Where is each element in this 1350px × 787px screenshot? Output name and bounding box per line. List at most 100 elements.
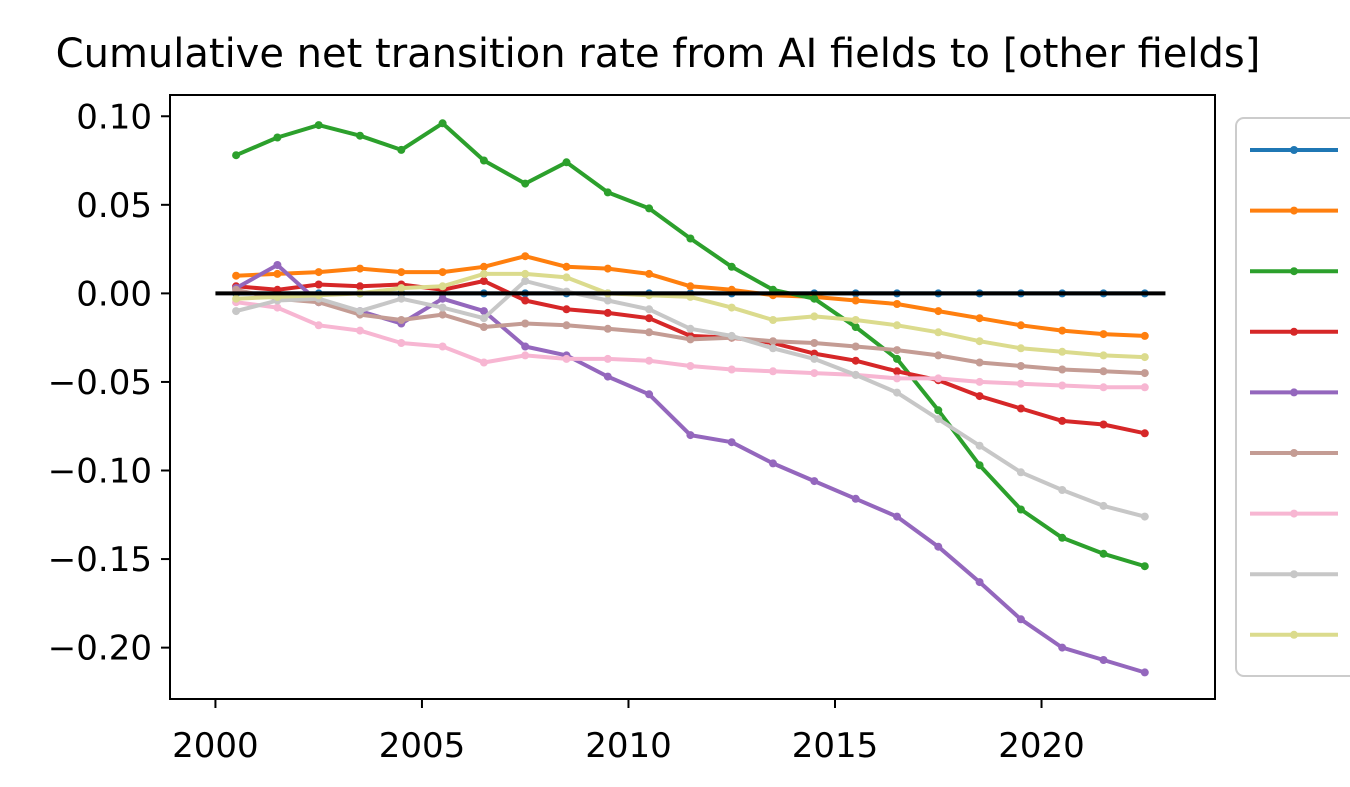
series-5-point (769, 459, 777, 468)
series-9-point (562, 273, 571, 282)
legend-marker (1290, 146, 1298, 154)
series-7-point (1099, 383, 1108, 392)
y-tick-label: 0.05 (76, 186, 152, 226)
y-tick-label: 0.10 (76, 97, 152, 137)
series-2-point (1058, 326, 1067, 335)
legend-marker (1290, 630, 1298, 639)
y-tick-label: −0.05 (48, 363, 152, 403)
y-tick-label: −0.10 (48, 452, 152, 492)
series-9-point (397, 284, 406, 293)
series-5-point (479, 307, 488, 316)
series-9-point (479, 269, 488, 278)
series-9-point (893, 321, 901, 330)
series-7-point (975, 377, 984, 386)
series-8-point (1140, 512, 1149, 521)
series-5-point (273, 261, 282, 269)
series-9-point (934, 328, 943, 337)
series-8-point (603, 296, 612, 305)
series-5-point (1140, 668, 1149, 677)
series-7-point (356, 326, 364, 335)
y-tick-label: 0.00 (76, 274, 152, 314)
series-6-point (934, 351, 943, 360)
series-3-point (686, 234, 695, 243)
series-7-point (810, 369, 819, 378)
series-9-point (727, 303, 736, 312)
series-3-point (1016, 505, 1025, 514)
x-tick-label: 2020 (998, 726, 1085, 766)
legend-marker (1290, 206, 1298, 215)
series-7-point (397, 339, 406, 347)
series-4-point (1016, 404, 1025, 413)
series-7-point (273, 303, 282, 312)
series-9-point (1099, 351, 1108, 360)
series-2-point (893, 300, 901, 308)
series-5-point (727, 438, 736, 447)
series-3-point (521, 179, 530, 188)
series-2-point (934, 307, 943, 316)
series-6-point (1058, 365, 1067, 374)
series-3-point (273, 133, 282, 142)
series-4-point (521, 296, 530, 305)
series-8-point (810, 354, 819, 363)
series-3-point (810, 294, 819, 303)
series-5-point (1058, 643, 1067, 652)
series-9-point (851, 316, 860, 324)
series-8-point (1016, 468, 1025, 477)
series-7 (232, 298, 1149, 392)
series-8-point (1058, 486, 1067, 494)
series-3-point (397, 145, 406, 154)
series-8-point (934, 415, 943, 424)
series-3-point (314, 121, 323, 130)
series-4-point (562, 305, 571, 314)
legend-marker (1290, 267, 1298, 276)
x-tick-label: 2005 (379, 726, 466, 766)
series-9-point (769, 316, 777, 324)
series-9-point (1140, 353, 1149, 362)
series-3-point (727, 262, 736, 271)
series-4-point (314, 280, 323, 289)
series-6 (232, 285, 1149, 378)
series-3-point (645, 204, 654, 213)
series-2-point (356, 264, 364, 273)
series-7-point (314, 321, 323, 330)
series-8-point (975, 441, 984, 450)
legend-frame (1235, 117, 1350, 677)
series-layer (232, 119, 1149, 677)
legend-entry-3 (1250, 267, 1338, 276)
series-2-point (1140, 331, 1149, 340)
series-7-point (479, 358, 488, 367)
series-3-point (232, 151, 241, 160)
series-7-point (893, 374, 901, 383)
series-2-point (232, 271, 241, 280)
series-8-point (1099, 501, 1108, 510)
series-8-point (356, 307, 364, 316)
series-7-point (603, 354, 612, 363)
series-8-point (232, 307, 241, 316)
series-8-point (438, 303, 447, 312)
legend (1235, 117, 1350, 677)
series-3-point (1099, 549, 1108, 558)
legend-entry-6 (1250, 449, 1338, 457)
legend-marker (1290, 570, 1298, 579)
legend-marker (1290, 509, 1298, 518)
series-8-point (397, 294, 406, 303)
series-3-point (975, 461, 984, 470)
series-6-point (1016, 362, 1025, 370)
series-8-point (686, 324, 695, 333)
x-axis: 2000 2005 2010 2015 2020 (172, 699, 1085, 766)
series-6-point (521, 319, 530, 328)
series-2-point (273, 269, 282, 278)
series-8-point (645, 305, 654, 314)
series-5-point (851, 494, 860, 503)
series-2-point (603, 264, 612, 273)
series-2-point (521, 252, 530, 261)
series-7-point (1058, 381, 1067, 390)
series-9-point (232, 294, 241, 303)
series-3-point (934, 406, 943, 415)
plot-frame (169, 94, 1216, 700)
series-6-point (851, 342, 860, 351)
series-3-point (1140, 562, 1149, 571)
legend-entries (1250, 146, 1338, 639)
series-4-point (893, 367, 901, 376)
series-9 (232, 269, 1149, 362)
